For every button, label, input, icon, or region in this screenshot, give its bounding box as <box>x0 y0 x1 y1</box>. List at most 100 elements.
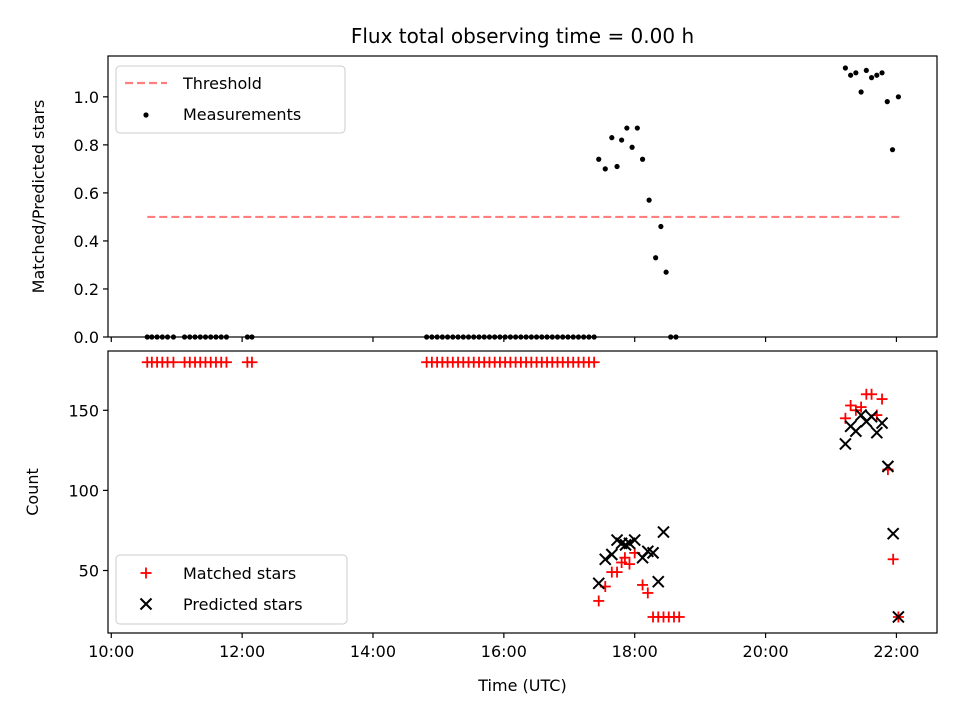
bottom-x-tick-label: 12:00 <box>219 642 265 661</box>
predicted-point <box>849 424 863 438</box>
predicted-point-b <box>599 553 612 566</box>
predicted-point <box>652 575 665 588</box>
bottom-x-tick-label: 18:00 <box>612 642 658 661</box>
bottom-y-tick-label: 50 <box>79 562 99 581</box>
matched-point <box>887 553 899 565</box>
top-y-tick-label: 0.4 <box>74 232 99 251</box>
measurement-point <box>614 163 620 170</box>
bottom-x-tick-label: 14:00 <box>350 642 396 661</box>
matched-point <box>619 552 631 564</box>
measurement-point <box>874 72 880 78</box>
top-y-axis-label: Matched/Predicted stars <box>29 100 48 294</box>
predicted-point-b <box>886 527 900 540</box>
legend-predicted-swatch <box>139 597 153 611</box>
top-plot-area: 0.0 0.2 0.4 0.6 0.8 1.0 <box>74 55 938 347</box>
measurement-point <box>868 75 875 81</box>
predicted-point <box>881 460 895 473</box>
top-y-tick-label: 0.8 <box>74 136 99 155</box>
bottom-axes-frame <box>107 350 938 634</box>
top-y-tick-label: 0.0 <box>74 328 99 347</box>
predicted-point <box>892 610 905 624</box>
bottom-y-axis-label: Count <box>23 468 42 516</box>
top-legend: Threshold Measurements <box>115 65 346 134</box>
bottom-y-tick-label: 150 <box>68 401 99 420</box>
predicted-point <box>646 546 660 560</box>
top-legend-box <box>115 65 346 134</box>
predicted-point <box>619 538 632 552</box>
measurement-point <box>596 156 602 162</box>
measurement-point <box>879 70 885 76</box>
predicted-point-b <box>652 575 665 588</box>
measurement-point <box>863 67 869 74</box>
predicted-point <box>657 525 670 539</box>
bottom-x-tick-label: 10:00 <box>88 642 134 661</box>
legend-measurements-swatch <box>143 112 149 118</box>
matched-point <box>220 356 232 368</box>
predicted-point <box>865 410 878 423</box>
predicted-point-b <box>849 424 863 438</box>
measurement-point <box>646 197 652 203</box>
matched-point <box>611 566 623 578</box>
bottom-x-tick-label: 22:00 <box>873 642 919 661</box>
top-y-tick-label: 0.6 <box>74 184 99 203</box>
top-y-tick-label: 0.2 <box>74 280 99 299</box>
matched-point <box>866 388 878 400</box>
matched-point <box>673 611 685 623</box>
predicted-point <box>839 437 852 451</box>
predicted-point-b <box>619 538 632 552</box>
predicted-point-b <box>892 610 905 624</box>
measurement-point <box>658 223 664 230</box>
measurement-point <box>624 125 630 131</box>
measurement-point <box>653 255 659 261</box>
predicted-point <box>875 416 889 430</box>
top-chart-title: Flux total observing time = 0.00 h <box>351 24 694 48</box>
measurement-point <box>858 89 864 95</box>
matched-point <box>167 356 179 368</box>
bottom-y-tick-label: 100 <box>68 481 99 500</box>
matched-point <box>642 587 654 599</box>
top-axes-frame <box>107 55 938 338</box>
predicted-point-b <box>646 546 660 560</box>
legend-matched-label: Matched stars <box>183 564 296 583</box>
legend-predicted-marker-b <box>139 597 153 611</box>
predicted-point <box>599 553 612 566</box>
matched-point <box>845 399 857 411</box>
bottom-x-axis-label: Time (UTC) <box>477 676 566 695</box>
predicted-point <box>605 548 619 561</box>
matched-point <box>855 401 867 413</box>
measurement-point <box>634 125 640 131</box>
predicted-point <box>628 533 641 547</box>
predicted-point-b <box>865 410 878 423</box>
predicted-point-b <box>839 437 852 451</box>
matched-point <box>593 595 605 607</box>
predicted-point-b <box>881 460 895 473</box>
predicted-point <box>870 426 884 439</box>
legend-predicted-marker <box>139 597 153 611</box>
measurement-point <box>848 72 854 78</box>
bottom-x-tick-label: 20:00 <box>743 642 789 661</box>
measurement-point <box>602 166 608 172</box>
top-y-tick-label: 1.0 <box>74 88 99 107</box>
predicted-point-b <box>875 416 889 430</box>
matched-point <box>637 579 649 591</box>
matched-point <box>623 558 635 570</box>
bottom-plot-area: 50 100 150 10:00 12:00 14:00 16:00 18:00 20:00 22… <box>68 350 938 661</box>
legend-threshold-label: Threshold <box>182 74 262 93</box>
matched-point <box>588 356 600 368</box>
measurement-point <box>884 99 890 105</box>
measurement-point <box>629 144 635 150</box>
predicted-point <box>592 577 605 590</box>
legend-measurements-label: Measurements <box>183 105 301 124</box>
bottom-legend: Matched stars Predicted stars <box>115 554 348 625</box>
measurement-point <box>889 147 896 153</box>
bottom-x-tick-label: 16:00 <box>481 642 527 661</box>
predicted-point-b <box>628 533 641 547</box>
predicted-point-b <box>592 577 605 590</box>
measurement-point <box>609 135 615 141</box>
predicted-point <box>886 527 900 540</box>
legend-matched-swatch <box>140 567 152 579</box>
predicted-point-b <box>854 408 868 422</box>
measurement-point <box>639 156 646 162</box>
predicted-point-b <box>657 525 670 539</box>
